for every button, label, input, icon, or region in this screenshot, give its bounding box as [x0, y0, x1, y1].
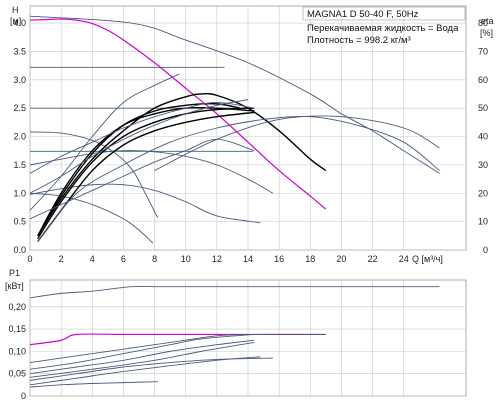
efficiency-curve-3 — [37, 107, 255, 240]
head-tick-label: 0.5 — [13, 217, 26, 227]
eta-axis-label: eta — [481, 16, 494, 26]
x-tick-label: 24 — [399, 254, 409, 264]
efficiency-curve-1 — [37, 103, 241, 237]
fluid-annotation: Перекачиваемая жидкость = Вода — [307, 23, 459, 34]
x-tick-label: 4 — [90, 254, 95, 264]
x-tick-label: 8 — [152, 254, 157, 264]
head-tick-label: 2.0 — [13, 132, 26, 142]
head-tick-label: 1.5 — [13, 160, 26, 170]
head-efficiency-panel: 0.00.51.01.52.02.53.03.54.0 010203040506… — [10, 5, 494, 264]
head-tick-label: 3.0 — [13, 75, 26, 85]
x-tick-label: 6 — [121, 254, 126, 264]
power-tick-label: 0,20 — [8, 302, 26, 312]
flow-axis-ticks: 0 2 4 6 8 10 12 14 16 18 20 22 24 — [27, 254, 408, 264]
efficiency-curves — [29, 73, 440, 242]
flow-axis-label: Q [м³/ч] — [412, 254, 443, 264]
x-tick-label: 22 — [368, 254, 378, 264]
power-curve-4 — [29, 339, 255, 375]
head-curve-0 — [29, 15, 440, 174]
eta-tick-label: 10 — [478, 217, 488, 227]
efficiency-curve-8 — [29, 138, 255, 220]
efficiency-curve-10 — [154, 115, 440, 171]
x-tick-label: 16 — [274, 254, 284, 264]
head-axis-unit: [м] — [10, 16, 21, 26]
eta-tick-label: 50 — [478, 103, 488, 113]
eta-tick-label: 40 — [478, 132, 488, 142]
efficiency-curve-7 — [29, 73, 180, 211]
eta-axis-ticks: 0 10 20 30 40 50 60 70 80 — [478, 18, 488, 255]
power-curve-6 — [29, 356, 261, 386]
power-curve-3 — [29, 333, 255, 370]
head-curves — [29, 15, 440, 244]
x-tick-label: 12 — [212, 254, 222, 264]
efficiency-curve-5 — [29, 99, 249, 194]
eta-tick-label: 20 — [478, 188, 488, 198]
power-curve-2 — [29, 333, 326, 363]
x-tick-label: 18 — [305, 254, 315, 264]
eta-tick-label: 0 — [483, 245, 488, 255]
head-curve-5 — [29, 131, 159, 218]
power-tick-label: 0,10 — [8, 346, 26, 356]
x-tick-label: 14 — [243, 254, 253, 264]
power-axis-ticks: 0 0,05 0,10 0,15 0,20 — [8, 302, 26, 400]
power-panel: 0 0,05 0,10 0,15 0,20 P1 [кВт] — [5, 268, 467, 400]
efficiency-curve-4 — [37, 111, 255, 242]
power-axis-label: P1 — [9, 268, 20, 278]
head-tick-label: 1.0 — [13, 188, 26, 198]
efficiency-curve-9 — [37, 115, 440, 242]
efficiency-curve-2 — [37, 106, 255, 237]
power-curve-5 — [29, 357, 273, 381]
eta-tick-label: 70 — [478, 46, 488, 56]
power-grid — [29, 280, 466, 397]
head-axis-label: H — [12, 5, 19, 15]
power-tick-label: 0 — [21, 391, 26, 400]
eta-axis-unit: [%] — [480, 28, 493, 38]
eta-tick-label: 30 — [478, 160, 488, 170]
power-axis-unit: [кВт] — [5, 281, 24, 291]
head-tick-label: 2.5 — [13, 103, 26, 113]
x-tick-label: 20 — [336, 254, 346, 264]
head-curve-1 — [29, 18, 327, 210]
efficiency-curve-6 — [29, 102, 255, 174]
eta-tick-label: 60 — [478, 75, 488, 85]
power-curve-0 — [29, 285, 440, 299]
efficiency-curve-0 — [37, 92, 327, 237]
power-curve-8 — [29, 342, 255, 378]
head-curve-6 — [29, 192, 154, 244]
density-annotation: Плотность = 998.2 кг/м³ — [307, 35, 411, 46]
power-curve-7 — [29, 381, 158, 388]
x-tick-label: 10 — [181, 254, 191, 264]
head-axis-ticks: 0.0 0.5 1.0 1.5 2.0 2.5 3.0 3.5 4.0 — [13, 18, 26, 255]
head-tick-label: 4.0 — [13, 18, 26, 28]
eta-tick-label: 80 — [478, 18, 488, 28]
head-tick-label: 0.0 — [13, 245, 26, 255]
x-tick-label: 2 — [59, 254, 64, 264]
head-tick-label: 3.5 — [13, 46, 26, 56]
title-box — [302, 6, 466, 21]
power-tick-label: 0,15 — [8, 324, 26, 334]
chart-title: MAGNA1 D 50-40 F, 50Hz — [307, 9, 419, 20]
x-tick-label: 0 — [27, 254, 32, 264]
head-curve-7 — [29, 150, 274, 194]
power-curves — [29, 285, 440, 388]
power-tick-label: 0,05 — [8, 369, 26, 379]
